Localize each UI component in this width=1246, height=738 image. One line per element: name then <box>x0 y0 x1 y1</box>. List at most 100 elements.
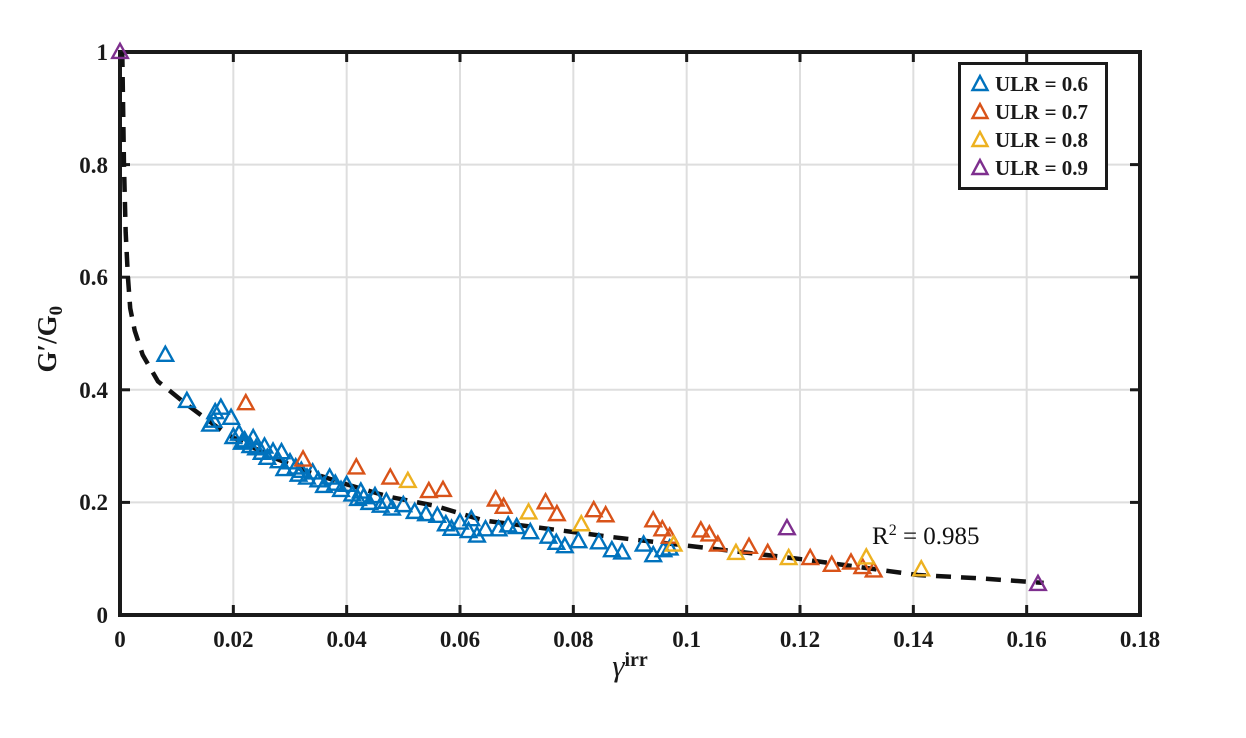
y-axis-label-sub: 0 <box>46 305 68 316</box>
data-point-ulr---0.7 <box>583 499 604 518</box>
data-point-ulr---0.6 <box>404 501 425 520</box>
data-point-ulr---0.6 <box>538 526 559 544</box>
data-point-ulr---0.7 <box>493 496 514 515</box>
plot-border <box>118 50 1142 617</box>
data-point-ulr---0.6 <box>546 532 567 551</box>
data-point-ulr---0.6 <box>589 531 609 550</box>
data-point-ulr---0.8 <box>778 547 799 566</box>
data-point-ulr---0.6 <box>205 401 226 420</box>
y-tick-label: 0.8 <box>79 152 108 178</box>
data-point-ulr---0.6 <box>297 466 317 485</box>
x-tick-label: 0.18 <box>1119 627 1161 652</box>
x-tick-label: 0.16 <box>1006 627 1047 652</box>
data-point-ulr---0.6 <box>221 407 241 426</box>
x-tick-label: 0.08 <box>553 627 594 652</box>
data-point-ulr---0.7 <box>863 559 884 578</box>
legend-label: ULR = 0.6 <box>995 71 1089 96</box>
data-point-ulr---0.7 <box>821 554 842 572</box>
y-axis-label-base: G′/G <box>31 315 62 373</box>
data-point-ulr---0.6 <box>458 520 479 539</box>
legend-item-ulr-07: ULR = 0.7 <box>969 98 1101 126</box>
data-point-ulr---0.7 <box>595 504 616 523</box>
triangle-marker-icon <box>970 73 990 92</box>
data-point-ulr---0.6 <box>475 518 496 537</box>
data-point-ulr---0.6 <box>450 511 470 530</box>
legend-label: ULR = 0.8 <box>995 127 1089 152</box>
r-squared-value: = 0.985 <box>896 523 980 550</box>
data-point-ulr---0.9 <box>1028 573 1048 592</box>
data-point-ulr---0.7 <box>691 519 711 538</box>
data-point-ulr---0.6 <box>633 533 654 552</box>
data-point-ulr---0.6 <box>555 535 575 554</box>
gamma-symbol: γ <box>612 648 625 683</box>
r-squared-sup: 2 <box>888 522 897 539</box>
x-tick-label: 0.02 <box>213 627 254 652</box>
data-point-ulr---0.8 <box>398 470 418 489</box>
data-point-ulr---0.6 <box>365 485 385 504</box>
data-point-ulr---0.6 <box>155 344 176 362</box>
data-point-ulr---0.6 <box>370 495 391 513</box>
data-point-ulr---0.6 <box>427 505 448 524</box>
legend-item-ulr-09: ULR = 0.9 <box>969 154 1101 182</box>
data-point-ulr---0.6 <box>506 516 527 535</box>
data-point-ulr---0.6 <box>271 441 292 460</box>
data-point-ulr---0.8 <box>571 513 592 532</box>
data-point-ulr---0.8 <box>911 558 932 577</box>
data-point-ulr---0.6 <box>568 530 589 549</box>
x-tick-label: 0.14 <box>893 627 934 652</box>
data-point-ulr---0.6 <box>331 479 351 498</box>
y-tick-label: 0.6 <box>79 265 108 291</box>
data-point-ulr---0.9 <box>777 517 797 536</box>
data-point-ulr---0.6 <box>602 539 622 558</box>
data-point-ulr---0.6 <box>376 491 397 509</box>
x-tick-label: 0.1 <box>672 627 702 652</box>
data-point-ulr---0.8 <box>856 546 877 565</box>
data-point-ulr---0.7 <box>235 392 256 411</box>
x-axis-label: γirr <box>612 648 648 684</box>
data-point-ulr---0.9 <box>110 41 130 60</box>
y-tick-label: 1 <box>96 40 109 65</box>
data-point-ulr---0.6 <box>314 475 334 494</box>
legend-item-ulr-08: ULR = 0.8 <box>969 126 1101 154</box>
legend-item-ulr-06: ULR = 0.6 <box>969 70 1101 98</box>
triangle-marker-icon <box>970 157 990 176</box>
legend: ULR = 0.6 ULR = 0.7 ULR = 0.8 ULR = 0.9 <box>958 62 1108 190</box>
data-point-ulr---0.7 <box>293 448 313 467</box>
data-point-ulr---0.6 <box>291 460 312 478</box>
x-tick-label: 0 <box>114 627 126 652</box>
data-point-ulr---0.7 <box>652 518 673 537</box>
legend-label: ULR = 0.9 <box>995 155 1089 180</box>
data-point-ulr---0.7 <box>739 536 759 554</box>
triangle-marker-icon <box>970 101 990 120</box>
triangle-marker-icon <box>970 129 990 148</box>
data-point-ulr---0.6 <box>203 410 224 428</box>
data-point-ulr---0.7 <box>419 480 439 499</box>
data-point-ulr---0.6 <box>268 450 289 469</box>
data-point-ulr---0.7 <box>346 456 367 475</box>
data-point-ulr---0.7 <box>841 551 861 570</box>
data-point-ulr---0.6 <box>211 397 231 415</box>
data-point-ulr---0.6 <box>659 537 680 556</box>
r-squared-annotation: R2 = 0.985 <box>872 522 980 551</box>
data-point-ulr---0.6 <box>302 461 323 480</box>
x-tick-label: 0.06 <box>439 627 481 652</box>
data-point-ulr---0.7 <box>757 542 778 561</box>
data-point-ulr---0.7 <box>708 533 728 552</box>
y-tick-label: 0.4 <box>79 377 108 403</box>
data-point-ulr---0.6 <box>416 503 436 522</box>
data-point-ulr---0.7 <box>485 488 506 507</box>
data-point-ulr---0.6 <box>393 494 414 513</box>
y-tick-label: 0 <box>96 603 109 628</box>
data-point-ulr---0.7 <box>699 523 720 542</box>
data-point-ulr---0.7 <box>852 556 873 575</box>
x-tick-label: 0.12 <box>779 627 821 652</box>
data-point-ulr---0.6 <box>498 514 518 533</box>
data-point-ulr---0.7 <box>643 509 664 528</box>
data-point-ulr---0.7 <box>535 491 556 510</box>
data-point-ulr---0.6 <box>177 390 197 409</box>
x-axis-label-sup: irr <box>624 649 648 671</box>
y-tick-label: 0.2 <box>79 490 108 516</box>
data-point-ulr---0.6 <box>461 508 482 527</box>
data-point-ulr---0.6 <box>520 521 541 540</box>
